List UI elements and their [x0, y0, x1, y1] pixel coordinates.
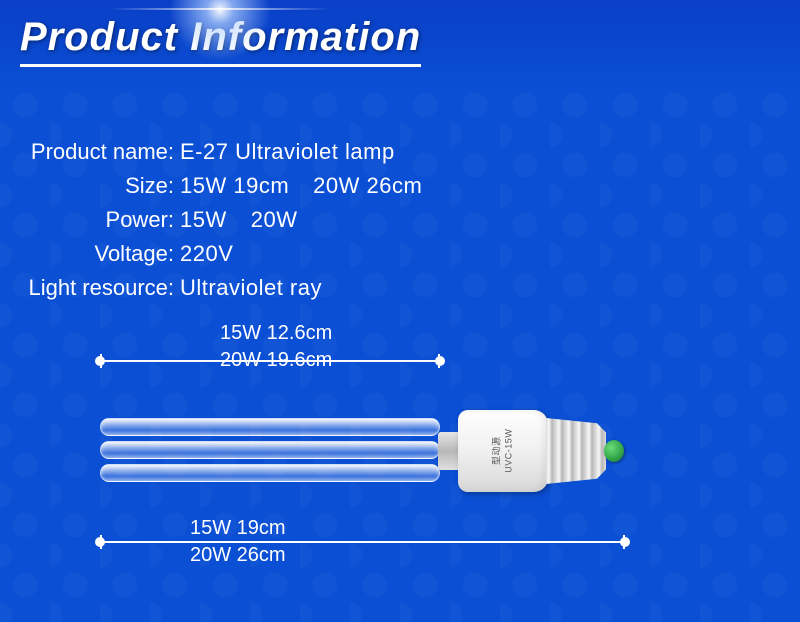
- spec-value: 15W 19cm 20W 26cm: [180, 169, 422, 203]
- page-title: Product Information: [20, 15, 421, 67]
- lamp-diagram: 15W 12.6cm 20W 19.6cm 15W 19cm 20W 26cm …: [60, 340, 740, 560]
- spec-label: Voltage:: [0, 237, 180, 271]
- lamp-tip: [604, 440, 624, 462]
- spec-row-power: Power: 15W 20W: [0, 203, 422, 237]
- specs-block: Product name: E-27 Ultraviolet lamp Size…: [0, 135, 422, 305]
- lamp-body-label: 型动源 UVC-15W: [491, 429, 514, 473]
- spec-value-2: 20W 26cm: [313, 173, 422, 198]
- spec-value-2: 20W: [251, 207, 298, 232]
- spec-value: 220V: [180, 237, 233, 271]
- spec-row-light: Light resource: Ultraviolet ray: [0, 271, 422, 305]
- dimension-text-top: 15W 12.6cm 20W 19.6cm: [220, 320, 332, 374]
- lamp-illustration: 型动源 UVC-15W: [100, 400, 630, 500]
- spec-row-size: Size: 15W 19cm 20W 26cm: [0, 169, 422, 203]
- spec-label: Light resource:: [0, 271, 180, 305]
- spec-row-voltage: Voltage: 220V: [0, 237, 422, 271]
- dimension-line2: 20W 19.6cm: [220, 347, 332, 374]
- lamp-tube: [100, 418, 440, 436]
- spec-value: E-27 Ultraviolet lamp: [180, 135, 395, 169]
- lamp-tube: [100, 464, 440, 482]
- dimension-text-bottom: 15W 19cm 20W 26cm: [190, 515, 286, 569]
- lamp-screw-base: [546, 418, 606, 484]
- spec-label: Power:: [0, 203, 180, 237]
- lamp-body: 型动源 UVC-15W: [458, 410, 548, 492]
- bracket-endpoint-icon: [95, 356, 105, 366]
- bracket-endpoint-icon: [95, 537, 105, 547]
- dimension-line1: 15W 19cm: [190, 515, 286, 542]
- lamp-body-label-line1: 型动源: [491, 429, 503, 473]
- spec-row-product-name: Product name: E-27 Ultraviolet lamp: [0, 135, 422, 169]
- spec-label: Size:: [0, 169, 180, 203]
- spec-label: Product name:: [0, 135, 180, 169]
- dimension-line2: 20W 26cm: [190, 542, 286, 569]
- lamp-body-label-line2: UVC-15W: [503, 429, 515, 473]
- spec-value-1: 15W 19cm: [180, 173, 289, 198]
- lamp-tube: [100, 441, 440, 459]
- dimension-bracket-bottom: [100, 535, 625, 549]
- header: Product Information: [0, 0, 800, 90]
- dimension-line1: 15W 12.6cm: [220, 320, 332, 347]
- bracket-endpoint-icon: [620, 537, 630, 547]
- spec-value: Ultraviolet ray: [180, 271, 322, 305]
- spec-value: 15W 20W: [180, 203, 298, 237]
- spec-value-1: 15W: [180, 207, 227, 232]
- bracket-endpoint-icon: [435, 356, 445, 366]
